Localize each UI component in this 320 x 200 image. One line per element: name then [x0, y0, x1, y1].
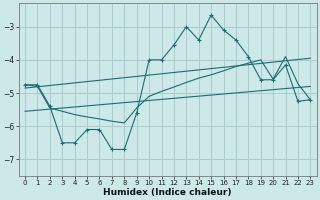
- X-axis label: Humidex (Indice chaleur): Humidex (Indice chaleur): [103, 188, 232, 197]
